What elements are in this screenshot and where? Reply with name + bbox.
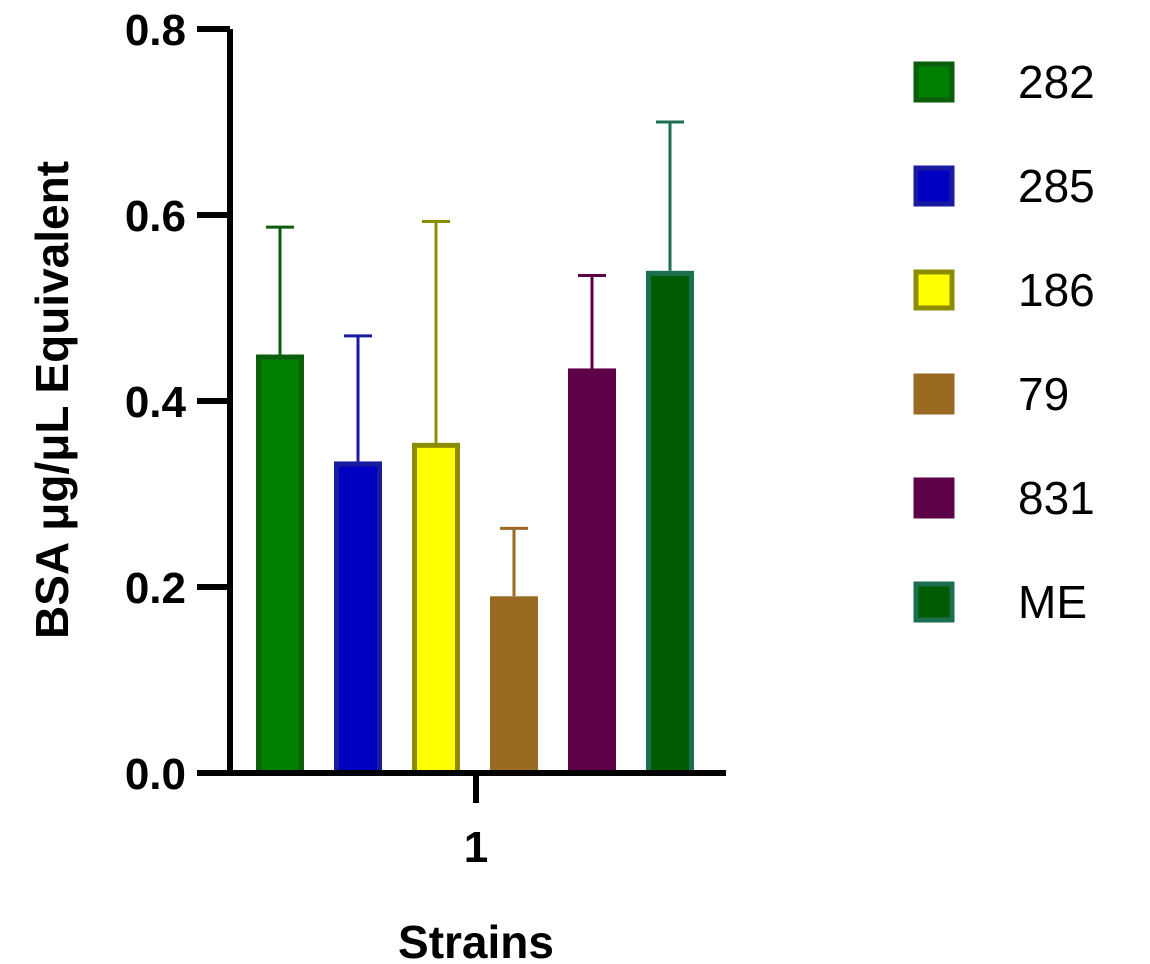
- legend-swatch-282: [913, 61, 955, 103]
- bar-285: [334, 461, 382, 776]
- legend: 282 285 186 79 831 ME: [913, 56, 1095, 628]
- legend-label-186: 186: [1018, 264, 1095, 316]
- legend-swatch-285: [913, 165, 955, 207]
- x-axis-title: Strains: [398, 916, 554, 964]
- legend-swatch-186: [913, 269, 955, 311]
- bar-186: [412, 442, 460, 776]
- bar-282: [256, 354, 304, 776]
- x-tick-label: 1: [464, 823, 488, 872]
- legend-swatch-831: [913, 477, 955, 519]
- legend-label-282: 282: [1018, 56, 1095, 108]
- bar-ME: [646, 270, 694, 776]
- legend-label-831: 831: [1018, 472, 1095, 524]
- y-axis-ticks: 0.0 0.2 0.4 0.6 0.8: [125, 6, 230, 799]
- y-axis-title: BSA μg/μL Equivalent: [26, 161, 78, 639]
- error-bars-group: [266, 120, 684, 597]
- legend-label-79: 79: [1018, 368, 1069, 420]
- bar-79: [490, 596, 538, 776]
- y-tick-label: 0.8: [125, 6, 186, 55]
- y-tick-label: 0.4: [125, 378, 187, 427]
- y-tick-label: 0.6: [125, 192, 186, 241]
- legend-swatch-79: [913, 373, 955, 415]
- bars-group: [256, 270, 694, 776]
- legend-label-285: 285: [1018, 160, 1095, 212]
- y-tick-label: 0.2: [125, 564, 186, 613]
- legend-label-ME: ME: [1018, 576, 1087, 628]
- legend-swatch-ME: [913, 581, 955, 623]
- bar-831: [568, 368, 616, 776]
- y-tick-label: 0.0: [125, 750, 186, 799]
